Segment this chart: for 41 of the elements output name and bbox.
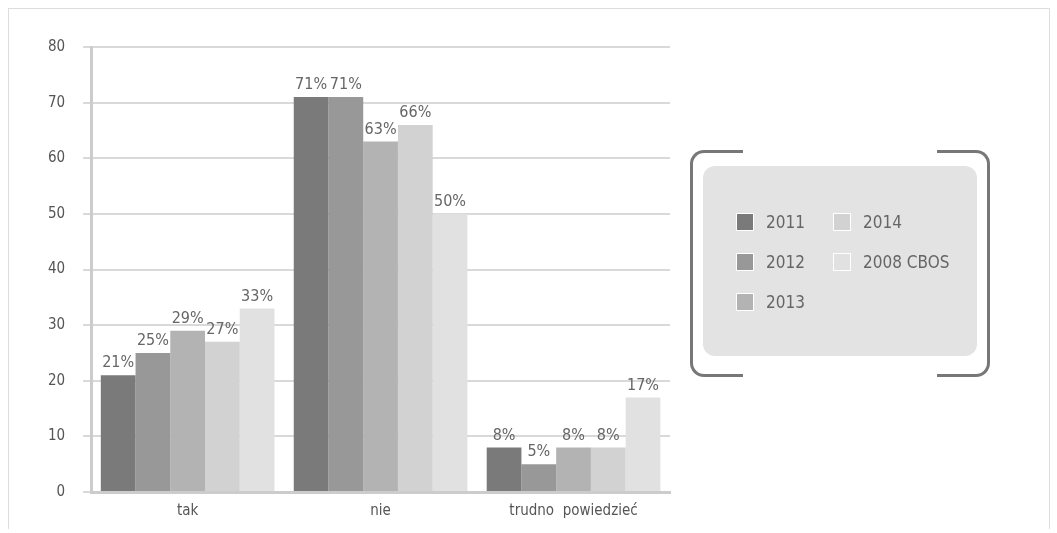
data-label: 5% bbox=[527, 441, 551, 461]
data-label: 63% bbox=[364, 118, 397, 138]
data-label: 33% bbox=[241, 285, 274, 305]
bar bbox=[135, 352, 171, 491]
y-tick-label: 50 bbox=[48, 203, 66, 222]
data-label: 50% bbox=[434, 191, 467, 211]
x-tick-label: tak bbox=[176, 500, 199, 519]
bar bbox=[556, 447, 591, 491]
y-tick-label: 30 bbox=[48, 315, 66, 334]
x-tick-label: nie bbox=[370, 500, 391, 519]
y-tick-label: 70 bbox=[48, 92, 66, 111]
bar bbox=[293, 97, 329, 491]
y-tick-label: 0 bbox=[56, 481, 66, 500]
data-label: 8% bbox=[562, 424, 585, 444]
bar bbox=[521, 464, 557, 491]
legend-label: 2013 bbox=[766, 292, 805, 312]
y-tick-label: 10 bbox=[48, 426, 66, 445]
data-label: 8% bbox=[596, 424, 620, 444]
data-label: 17% bbox=[626, 374, 659, 394]
data-label: 29% bbox=[171, 307, 204, 327]
data-label: 25% bbox=[136, 330, 169, 350]
bar bbox=[100, 375, 136, 491]
bar bbox=[486, 447, 522, 491]
legend-label: 2008 CBOS bbox=[863, 252, 950, 272]
y-tick-label: 60 bbox=[48, 148, 66, 167]
y-tick-label: 40 bbox=[48, 259, 66, 278]
y-tick-label: 80 bbox=[48, 36, 66, 55]
bar bbox=[170, 330, 206, 491]
data-label: 27% bbox=[206, 318, 239, 338]
data-label: 21% bbox=[102, 352, 135, 372]
data-label: 66% bbox=[399, 102, 432, 122]
legend-label: 2012 bbox=[766, 252, 805, 272]
legend-label: 2011 bbox=[766, 212, 805, 232]
y-tick-label: 20 bbox=[48, 370, 66, 389]
bar bbox=[328, 97, 364, 491]
data-label: 8% bbox=[492, 424, 516, 444]
bar bbox=[363, 141, 398, 491]
data-label: 71% bbox=[329, 74, 362, 94]
data-label: 71% bbox=[295, 74, 328, 94]
x-tick-label: trudno powiedzieć bbox=[509, 500, 638, 519]
legend-label: 2014 bbox=[863, 212, 902, 232]
